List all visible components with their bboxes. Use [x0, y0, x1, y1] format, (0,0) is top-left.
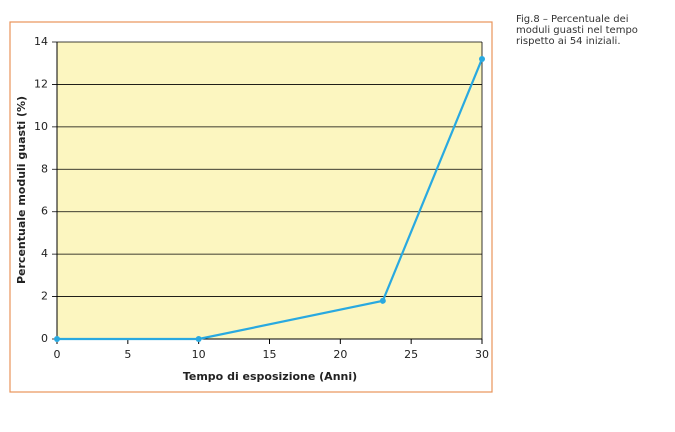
y-tick-label: 14 — [34, 35, 48, 48]
y-tick-label: 8 — [41, 162, 48, 175]
point — [379, 297, 386, 304]
x-tick-label: 15 — [263, 348, 277, 361]
x-tick-label: 30 — [475, 348, 489, 361]
line — [57, 58, 484, 341]
y-tick-label: 2 — [41, 290, 48, 303]
y-tick-label: 12 — [34, 77, 48, 90]
x-tick-label: 20 — [333, 348, 347, 361]
point — [479, 55, 485, 62]
point — [195, 336, 202, 342]
y-tick-label: 0 — [41, 332, 48, 345]
plot-area — [57, 42, 482, 339]
x-tick-label: 25 — [404, 348, 418, 361]
y-tick-label: 6 — [41, 205, 48, 218]
x-tick-label: 10 — [192, 348, 206, 361]
x-tick-label: 0 — [54, 348, 61, 361]
y-axis-label: Percentuale moduli guasti (%) — [15, 96, 28, 284]
point — [54, 336, 60, 342]
x-tick-label: 5 — [124, 348, 131, 361]
y-tick-label: 4 — [41, 247, 48, 260]
x-axis-label: Tempo di esposizione (Anni) — [183, 370, 357, 383]
caption: Fig.8 – Percentuale dei moduli guasti ne… — [516, 14, 638, 47]
y-tick-label: 10 — [34, 120, 48, 133]
